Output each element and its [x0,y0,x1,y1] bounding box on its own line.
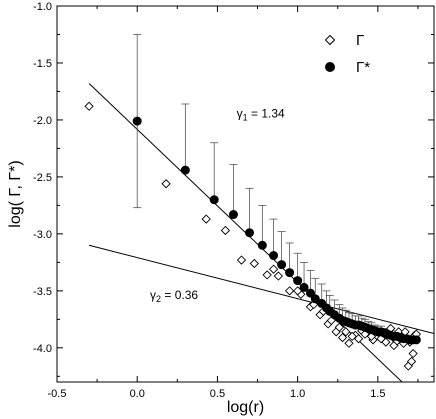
gamma-star-point [277,260,287,270]
x-tick-label: -0.5 [48,388,67,400]
x-axis: -0.5 0.0 0.5 1.0 1.5 [48,6,419,400]
x-tick-label: 0.0 [130,388,145,400]
annotations: γ1 = 1.34 γ2 = 0.36 [150,107,285,304]
gamma-point [347,331,357,342]
annotation-gamma1-subscript: 1 [243,113,248,123]
gamma-star-point [285,268,295,278]
legend: Γ Γ* [324,32,370,76]
gamma-point [344,338,354,348]
fit-line-1 [88,83,403,382]
x-tick-label: 0.5 [210,388,225,400]
gamma-star-point [245,228,255,238]
gamma-point [406,356,417,367]
gamma-point [408,348,418,359]
annotation-gamma1-symbol: γ [237,107,243,121]
legend-marker-gamma [324,34,336,46]
plot-frame [56,5,435,383]
fit-line-2 [88,244,434,335]
gamma-star-point [411,335,421,345]
annotation-gamma1-value: = 1.34 [248,107,285,121]
gamma-star-point [299,282,309,292]
gamma-point [284,286,295,296]
gamma-point [341,327,351,337]
x-tick-label: 1.0 [290,388,305,400]
gamma-point [381,337,391,347]
fit-lines [88,83,434,382]
plot-area [56,5,435,383]
gamma-star-point [293,276,303,286]
gamma-star-point [132,116,142,126]
y-tick-label: -3.0 [33,229,52,241]
gamma-point [337,332,348,343]
legend-marker-gamma-star [325,62,335,72]
gamma-point [249,258,259,269]
gamma-point [236,255,247,265]
gamma-point [84,101,94,111]
y-axis-label: log( Γ, Γ*) [7,160,24,227]
y-tick-label: -2.5 [33,172,52,184]
annotation-gamma2-subscript: 2 [156,294,161,304]
gamma-point [353,334,364,344]
gamma-star-point [180,165,190,175]
gamma-point [268,264,279,274]
gamma-point [201,214,211,224]
gamma-point [334,322,344,332]
gamma-star-point [209,195,219,205]
y-tick-label: -1.5 [33,58,52,70]
annotation-gamma2: γ2 = 0.36 [150,288,198,304]
y-tick-label: -3.5 [33,286,52,298]
annotation-gamma2-value: = 0.36 [161,288,198,302]
x-axis-label: log(r) [227,399,264,416]
annotation-gamma2-symbol: γ [150,288,156,302]
y-tick-label: -1.0 [33,1,52,13]
gamma-point [220,225,231,236]
legend-label-gamma: Γ [356,32,364,49]
gamma-star-point [228,210,238,220]
series-gamma-star [132,116,421,345]
gamma-star-point [257,240,267,250]
legend-label-gamma-star: Γ* [356,59,370,76]
y-tick-label: -2.0 [33,115,52,127]
y-axis: -1.0 -1.5 -2.0 -2.5 -3.0 -3.5 -4.0 [33,1,434,377]
gamma-point [161,179,171,189]
y-tick-label: -4.0 [33,343,52,355]
gamma-star-point [310,294,320,304]
annotation-gamma1: γ1 = 1.34 [237,107,285,123]
gamma-star-point [269,251,279,261]
x-tick-label: 1.5 [370,388,385,400]
gamma-point [262,270,272,280]
gamma-point [273,271,284,281]
